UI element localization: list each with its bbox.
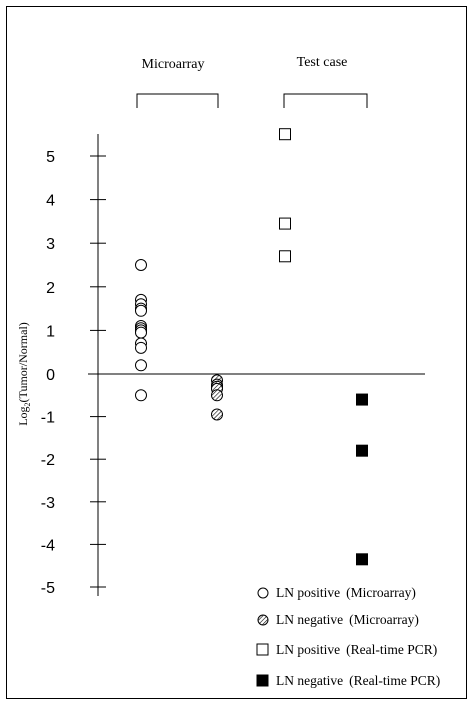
y-axis-label-rest: (Tumor/Normal) xyxy=(16,322,30,402)
data-point-series-1 xyxy=(135,304,147,317)
y-axis-label-subscript: 2 xyxy=(23,402,32,406)
data-point-series-4 xyxy=(356,553,368,566)
bracket-test-case xyxy=(283,93,368,108)
data-point-series-3 xyxy=(279,217,291,230)
y-axis-tick-labels: 5 4 3 2 1 0 -1 -2 -3 -4 -5 xyxy=(41,149,55,597)
data-point-series-4 xyxy=(356,393,368,406)
legend-marker-ln-positive-pcr xyxy=(256,643,269,656)
legend-label-ln-negative-microarray: LN negative (Microarray) xyxy=(276,612,419,627)
data-point-series-2 xyxy=(211,389,223,402)
data-point-series-2 xyxy=(211,408,223,421)
data-point-series-3 xyxy=(279,128,291,141)
group-label-test-case: Test case xyxy=(297,55,348,70)
legend: LN positive (Microarray) LN negative (Micr… xyxy=(256,585,440,688)
y-tick-label: -5 xyxy=(41,580,55,597)
data-point-series-3 xyxy=(279,250,291,263)
legend-label-ln-negative-pcr: LN negative (Real-time PCR) xyxy=(276,673,440,688)
y-tick-label: -4 xyxy=(41,537,55,554)
y-tick-label: 1 xyxy=(46,323,55,340)
data-point-series-4 xyxy=(356,444,368,457)
data-point-series-1 xyxy=(135,326,147,339)
data-points xyxy=(135,128,368,566)
group-label-microarray: Microarray xyxy=(142,57,205,72)
bracket-microarray xyxy=(136,93,219,108)
y-axis-ticks xyxy=(90,155,106,588)
y-tick-label: 5 xyxy=(46,149,55,166)
legend-marker-ln-negative-pcr xyxy=(256,674,269,687)
y-tick-label: -3 xyxy=(41,495,55,512)
y-tick-label: -1 xyxy=(41,410,55,427)
y-tick-label: 4 xyxy=(46,193,55,210)
data-point-series-1 xyxy=(135,341,147,354)
data-point-series-1 xyxy=(135,359,147,372)
legend-label-ln-positive-microarray: LN positive (Microarray) xyxy=(276,585,416,600)
data-point-series-1 xyxy=(135,389,147,402)
y-tick-label: -2 xyxy=(41,452,55,469)
y-tick-label: 0 xyxy=(46,367,55,384)
legend-marker-ln-negative-microarray xyxy=(257,614,269,626)
legend-label-ln-positive-pcr: LN positive (Real-time PCR) xyxy=(276,642,437,657)
y-tick-label: 2 xyxy=(46,280,55,297)
y-axis-label-main: Log xyxy=(16,406,30,425)
y-tick-label: 3 xyxy=(46,236,55,253)
figure-frame xyxy=(6,6,467,699)
data-point-series-1 xyxy=(135,259,147,271)
legend-marker-ln-positive-microarray xyxy=(257,587,269,599)
y-axis-label: Log2(Tumor/Normal) xyxy=(16,322,32,426)
